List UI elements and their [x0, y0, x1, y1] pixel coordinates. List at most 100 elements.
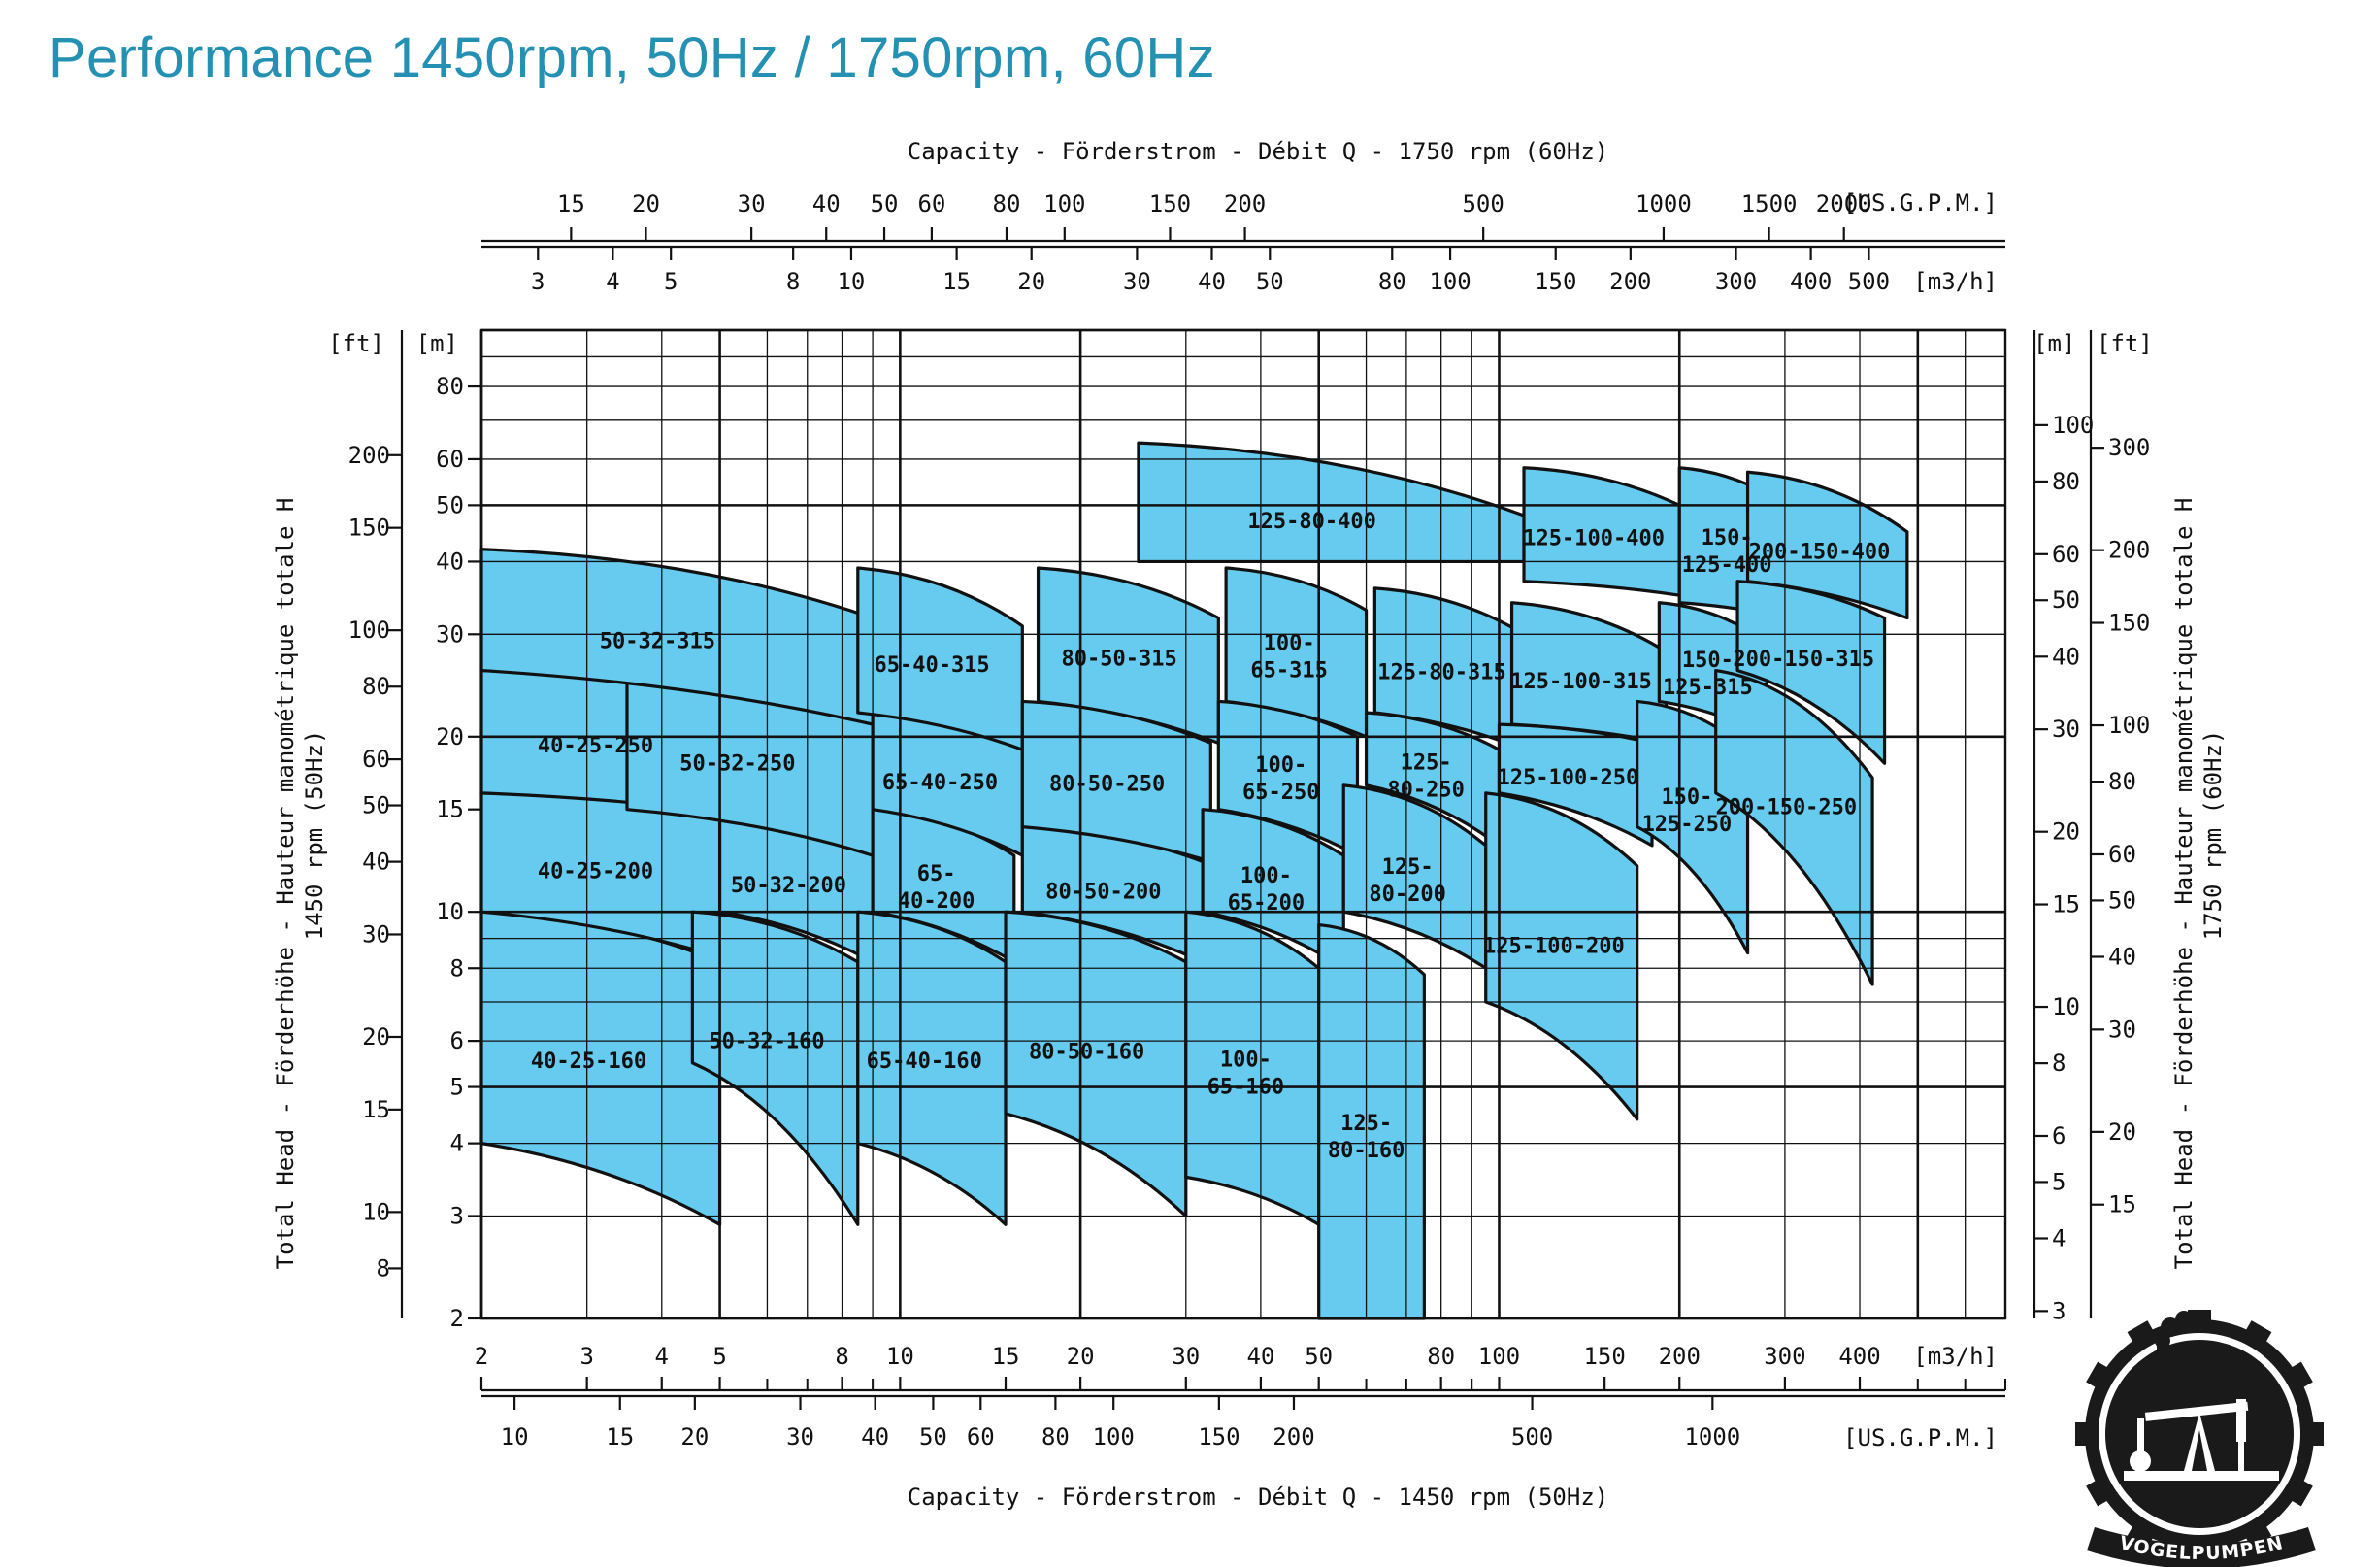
right-m-axis-tick-label: 10	[2052, 993, 2080, 1020]
right-ft-axis-tick-label: 100	[2108, 712, 2150, 739]
curve-label: 80-50-200	[1045, 880, 1161, 904]
right-m-axis-tick-label: 60	[2052, 541, 2080, 568]
left-m-unit: [m]	[416, 330, 458, 357]
top-m3h-axis-tick-label: 80	[1378, 268, 1406, 295]
right-m-unit: [m]	[2033, 330, 2075, 357]
curve-label: 65-40-200	[898, 862, 975, 914]
top-usgpm-axis-tick-label: 50	[871, 190, 899, 217]
bottom-usgpm-axis-tick-label: 30	[786, 1423, 814, 1450]
bottom-m3h-axis-tick-label: 300	[1764, 1343, 1805, 1370]
left-ft-axis-tick-label: 100	[348, 617, 390, 644]
curve-label: 50-32-160	[709, 1030, 824, 1054]
bottom-m3h-axis-tick-label: 5	[712, 1343, 726, 1370]
left-ft-axis-tick-label: 30	[362, 920, 390, 948]
bottom-usgpm-axis-tick-label: 80	[1041, 1423, 1070, 1450]
right-ft-axis-tick-label: 200	[2108, 537, 2150, 564]
bottom-usgpm-axis-tick-label: 1000	[1684, 1423, 1740, 1450]
performance-curves	[479, 441, 1909, 1320]
bottom-m3h-axis-tick-label: 8	[835, 1343, 848, 1370]
right-m-axis-tick-label: 3	[2052, 1297, 2066, 1324]
bottom-usgpm-axis-tick-label: 15	[606, 1423, 634, 1450]
right-ft-axis-tick-label: 15	[2108, 1191, 2136, 1218]
bottom-m3h-axis-tick-label: 400	[1838, 1343, 1880, 1370]
bottom-m3h-axis-tick-label: 40	[1246, 1343, 1274, 1370]
curve-label: 125-80-400	[1247, 510, 1375, 534]
top-m3h-axis-tick-label: 5	[664, 268, 678, 295]
left-ft-axis-tick-label: 8	[377, 1254, 390, 1282]
logo-ribbon	[2087, 1527, 2316, 1567]
left-ft-axis-tick-label: 200	[348, 442, 390, 469]
top-m3h-axis-tick-label: 30	[1123, 268, 1151, 295]
bottom-usgpm-unit: [US.G.P.M.]	[1843, 1424, 1998, 1451]
left-m-axis-tick-label: 60	[436, 446, 464, 473]
top-usgpm-axis-tick-label: 200	[1224, 190, 1266, 217]
left-m-axis-tick-label: 5	[450, 1074, 464, 1101]
right-m-axis-tick-label: 100	[2052, 412, 2094, 439]
left-m-axis-tick-label: 8	[450, 954, 464, 982]
left-axis-title: Total Head - Förderhöhe - Hauteur manomé…	[272, 498, 299, 1270]
bottom-usgpm-axis-tick-label: 50	[919, 1423, 947, 1450]
curve-label: 65-40-160	[867, 1050, 982, 1074]
curve-label: 100-65-315	[1250, 632, 1327, 683]
curve-label: 125-100-315	[1510, 670, 1652, 694]
curve-label: 125-100-250	[1498, 766, 1639, 790]
curve-label: 100-65-250	[1242, 753, 1319, 805]
curve-label: 150-125-250	[1642, 785, 1733, 837]
left-ft-axis-tick-label: 80	[362, 673, 390, 700]
curve-region	[1484, 791, 1639, 1121]
right-ft-axis-tick-label: 60	[2108, 841, 2136, 868]
left-ft-axis-tick-label: 15	[362, 1096, 390, 1123]
top-usgpm-axis-tick-label: 2000	[1816, 190, 1872, 217]
top-usgpm-axis-tick-label: 15	[557, 190, 585, 217]
top-usgpm-axis-tick-label: 500	[1462, 190, 1504, 217]
right-m-axis-tick-label: 80	[2052, 468, 2080, 495]
curve-label: 125-80-315	[1377, 660, 1505, 684]
curve-label: 80-50-250	[1049, 773, 1165, 797]
bottom-usgpm-axis-tick-label: 60	[967, 1423, 995, 1450]
bottom-m3h-unit: [m3/h]	[1913, 1343, 1998, 1370]
curve-label: 200-150-250	[1715, 796, 1857, 820]
left-m-axis-tick-label: 10	[436, 898, 464, 925]
curve-label: 125-100-200	[1483, 934, 1625, 958]
bottom-m3h-axis-tick-label: 4	[655, 1343, 669, 1370]
top-usgpm-unit: [US.G.P.M.]	[1843, 189, 1998, 217]
top-usgpm-axis-tick-label: 30	[738, 190, 766, 217]
top-m3h-axis-tick-label: 10	[837, 268, 865, 295]
right-ft-axis-tick-label: 30	[2108, 1016, 2136, 1043]
pump-jack-gear-icon	[2075, 1310, 2324, 1558]
right-m-axis-tick-label: 6	[2052, 1122, 2066, 1150]
right-m-axis-tick-label: 50	[2052, 586, 2080, 614]
top-m3h-axis-tick-label: 100	[1429, 268, 1471, 295]
right-ft-axis-tick-label: 20	[2108, 1118, 2136, 1146]
bottom-m3h-axis-tick-label: 2	[475, 1343, 488, 1370]
page-title: Performance 1450rpm, 50Hz / 1750rpm, 60H…	[49, 26, 1215, 89]
bottom-usgpm-axis-tick-label: 40	[861, 1423, 889, 1450]
curve-label: 100-65-160	[1207, 1049, 1284, 1100]
curve-label: 65-40-250	[882, 771, 998, 795]
right-m-axis-tick-label: 15	[2052, 891, 2080, 918]
bottom-m3h-axis-tick-label: 100	[1478, 1343, 1520, 1370]
chart-grid	[479, 328, 2007, 1320]
top-usgpm-axis-tick-label: 1000	[1636, 190, 1692, 217]
top-m3h-axis-tick-label: 400	[1790, 268, 1832, 295]
top-usgpm-axis-tick-label: 100	[1043, 190, 1085, 217]
top-m3h-axis-tick-label: 3	[531, 268, 545, 295]
top-usgpm-axis-tick-label: 150	[1149, 190, 1191, 217]
top-m3h-axis-tick-label: 500	[1848, 268, 1890, 295]
left-m-axis-tick-label: 6	[450, 1027, 464, 1054]
curve-label: 150-125-315	[1663, 649, 1753, 700]
top-m3h-unit: [m3/h]	[1913, 268, 1998, 295]
curve-label: 80-50-315	[1062, 647, 1177, 671]
left-ft-unit: [ft]	[328, 330, 384, 357]
right-ft-axis-tick-label: 80	[2108, 768, 2136, 795]
top-m3h-axis-tick-label: 4	[606, 268, 619, 295]
bottom-usgpm-axis-tick-label: 150	[1198, 1423, 1240, 1450]
left-m-axis-tick-label: 15	[436, 796, 464, 823]
curve-label: 40-25-160	[531, 1050, 646, 1074]
curve-label: 50-32-315	[600, 630, 715, 654]
curve-label: 50-32-250	[679, 751, 795, 776]
curve-label: 100-65-200	[1228, 864, 1305, 916]
top-usgpm-axis-tick-label: 40	[812, 190, 841, 217]
bottom-m3h-axis-tick-label: 80	[1427, 1343, 1455, 1370]
